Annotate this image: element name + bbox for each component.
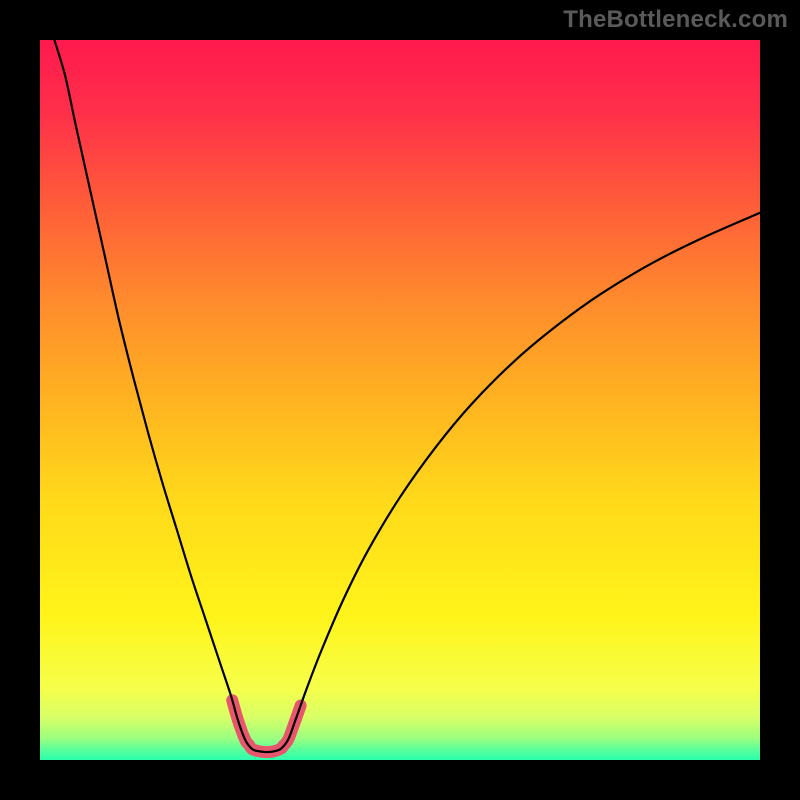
watermark-text: TheBottleneck.com [563, 6, 788, 34]
bottleneck-chart [0, 0, 800, 800]
chart-gradient-bg [40, 40, 760, 760]
